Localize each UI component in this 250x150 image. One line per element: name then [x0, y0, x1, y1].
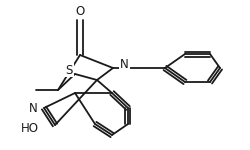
- Text: S: S: [65, 63, 72, 76]
- Text: N: N: [120, 57, 128, 70]
- Text: N: N: [29, 102, 38, 114]
- Text: HO: HO: [21, 123, 39, 135]
- Text: O: O: [75, 5, 84, 18]
